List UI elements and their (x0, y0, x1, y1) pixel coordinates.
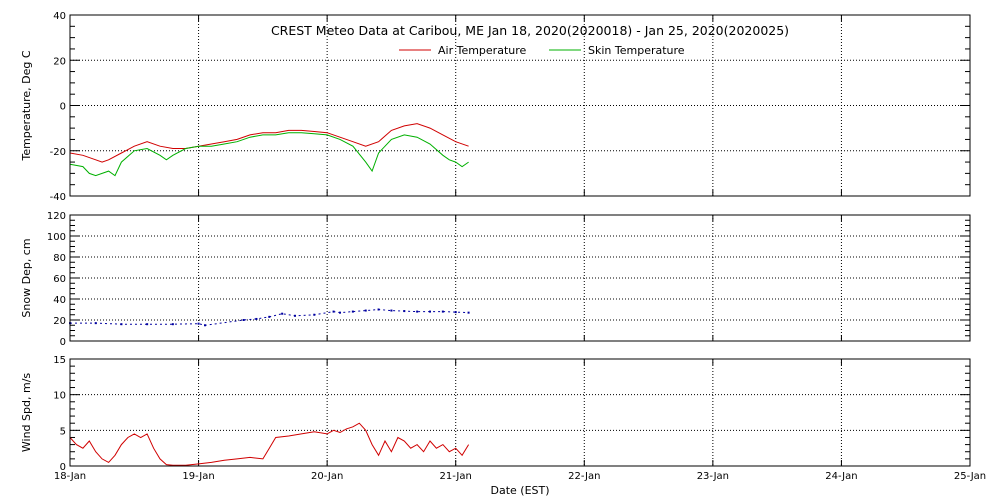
y-tick-label: 0 (60, 102, 66, 113)
legend-air-label: Air Temperature (438, 44, 527, 57)
y-tick-label: 120 (47, 211, 66, 222)
data-point (454, 311, 457, 314)
chart-title: CREST Meteo Data at Caribou, ME Jan 18, … (271, 23, 789, 38)
legend-skin-label: Skin Temperature (588, 44, 685, 57)
y-axis-title-snow-depth: Snow Dep, cm (20, 238, 33, 317)
y-tick-label: 100 (47, 232, 66, 243)
y-tick-label: 15 (53, 355, 66, 366)
data-point (242, 319, 245, 321)
y-tick-label: 20 (53, 56, 66, 67)
series-line (70, 308, 469, 326)
data-point (281, 312, 284, 315)
y-tick-label: 20 (53, 316, 66, 327)
series-line (69, 123, 469, 163)
y-tick-label: 10 (53, 391, 66, 402)
legend: Air Temperature Skin Temperature (399, 44, 685, 57)
panels: -40 -20 0 20 40 Temperature, Deg C 0 20 40 60 80 10… (20, 11, 971, 473)
y-tick-label: 0 (60, 462, 66, 473)
x-tick-label: 22-Jan (568, 471, 600, 482)
y-tick-label: 80 (53, 253, 66, 264)
y-axis-title-temperature: Temperature, Deg C (20, 50, 33, 161)
x-tick-label: 25-Jan (954, 471, 986, 482)
data-point (171, 323, 174, 326)
y-tick-label: 40 (53, 295, 66, 306)
series-line (69, 422, 470, 466)
x-tick-label: 24-Jan (825, 471, 857, 482)
panel-wind-speed: 0 5 10 15 Wind Spd, m/s (20, 355, 971, 473)
x-tick-labels: 18-Jan 19-Jan 20-Jan 21-Jan 22-Jan 23-Jan 24-J… (54, 471, 986, 482)
y-tick-label: 60 (53, 274, 66, 285)
data-point (416, 310, 419, 313)
y-tick-label: -40 (50, 192, 66, 203)
x-tick-label: 23-Jan (697, 471, 729, 482)
y-tick-label: 5 (60, 426, 66, 437)
plot-frame (69, 214, 971, 342)
plot-frame (69, 358, 971, 467)
data-point (441, 310, 444, 313)
panel-snow-depth: 0 20 40 60 80 100 120 Snow Dep, cm (20, 211, 971, 348)
data-point (351, 310, 354, 313)
series-line (69, 132, 469, 177)
y-tick-label: -20 (50, 147, 66, 158)
series-temperature-1 (69, 132, 469, 177)
plot-frame (69, 14, 971, 197)
panel-temperature: -40 -20 0 20 40 Temperature, Deg C (20, 11, 971, 203)
data-point (390, 309, 393, 312)
y-tick-label: 40 (53, 11, 66, 22)
series-snow-depth-0 (69, 308, 470, 327)
x-tick-label: 18-Jan (54, 471, 86, 482)
data-point (197, 322, 200, 325)
series-temperature-0 (69, 123, 469, 163)
y-axis-title-wind-speed: Wind Spd, m/s (20, 373, 33, 453)
y-tick-label: 0 (60, 337, 66, 348)
x-tick-label: 19-Jan (182, 471, 214, 482)
x-tick-label: 21-Jan (440, 471, 472, 482)
data-point (255, 317, 258, 320)
x-tick-label: 20-Jan (311, 471, 343, 482)
series-wind-speed-0 (69, 422, 470, 466)
data-point (146, 323, 149, 326)
data-point (364, 309, 367, 312)
x-axis-title: Date (EST) (490, 484, 549, 497)
